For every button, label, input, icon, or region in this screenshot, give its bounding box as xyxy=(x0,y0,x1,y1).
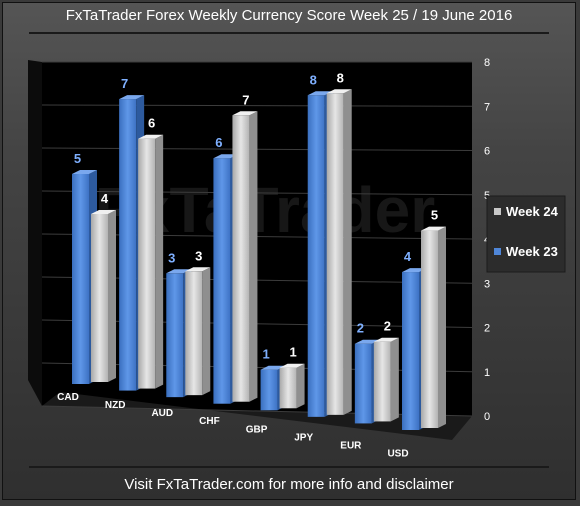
bar-week-24-jpy: 8 xyxy=(326,70,352,415)
bar-week-24-usd: 5 xyxy=(421,208,446,428)
bar-top xyxy=(232,111,258,116)
chart-left-wall xyxy=(28,60,42,406)
bar-side xyxy=(202,267,211,396)
bar-value-label: 3 xyxy=(195,248,202,263)
bar-week-24-eur: 2 xyxy=(373,319,399,422)
title-divider xyxy=(29,32,549,34)
x-tick-label: JPY xyxy=(294,432,313,443)
bar-value-label: 4 xyxy=(101,191,109,206)
bar-value-label: 1 xyxy=(262,347,269,362)
bar-top xyxy=(213,154,239,159)
bar-face xyxy=(232,115,250,402)
bar-face xyxy=(307,95,325,417)
legend: Week 24 Week 23 xyxy=(486,195,566,273)
bar-face xyxy=(279,367,297,409)
bar-value-label: 2 xyxy=(357,321,364,336)
y-tick-label: 1 xyxy=(484,367,490,379)
bar-value-label: 8 xyxy=(337,70,344,85)
bar-face xyxy=(166,273,184,398)
gridline xyxy=(41,405,473,417)
bar-face xyxy=(354,343,372,424)
y-tick-label: 8 xyxy=(484,57,490,69)
bar-value-label: 4 xyxy=(404,249,412,264)
bar-top xyxy=(326,89,352,94)
bar-face xyxy=(138,138,156,389)
bar-face xyxy=(72,174,89,384)
y-tick-label: 3 xyxy=(484,278,490,290)
bar-top xyxy=(72,170,97,174)
bar-face xyxy=(91,214,108,382)
x-axis-labels: CAD NZD AUD CHF GBP JPY EUR USD xyxy=(57,392,408,460)
gridline xyxy=(41,104,473,107)
x-tick-label: CHF xyxy=(199,416,220,427)
legend-label: Week 24 xyxy=(506,204,559,219)
bar-top xyxy=(373,337,399,342)
bar-value-label: 1 xyxy=(289,345,296,360)
bar-top xyxy=(185,267,211,272)
bar-value-label: 8 xyxy=(310,72,317,87)
bar-side xyxy=(296,363,305,409)
bar-top xyxy=(138,134,164,139)
x-tick-label: CAD xyxy=(57,392,79,403)
y-tick-label: 7 xyxy=(484,101,490,113)
bar-value-label: 7 xyxy=(121,76,128,91)
footer-divider xyxy=(29,466,549,468)
bar-side xyxy=(390,337,399,422)
bar-top xyxy=(279,363,305,368)
y-tick-label: 2 xyxy=(484,323,490,335)
bar-value-label: 5 xyxy=(431,208,438,223)
bar-side xyxy=(249,111,258,402)
x-tick-label: NZD xyxy=(105,400,126,411)
bar-face xyxy=(326,93,344,415)
bar-top xyxy=(119,95,145,100)
bar-week-24-cad: 4 xyxy=(91,191,116,382)
x-tick-label: USD xyxy=(387,449,408,460)
x-tick-label: EUR xyxy=(340,440,362,451)
bar-side xyxy=(108,210,116,382)
legend-swatch xyxy=(494,248,501,255)
y-tick-label: 6 xyxy=(484,146,490,158)
bar-value-label: 3 xyxy=(168,250,175,265)
bar-face xyxy=(119,99,137,391)
bar-face xyxy=(185,271,203,396)
bar-face xyxy=(421,230,438,428)
x-tick-label: AUD xyxy=(151,408,173,419)
bar-top xyxy=(402,268,427,273)
bar-top xyxy=(354,339,380,344)
bar-week-24-gbp: 1 xyxy=(279,345,305,409)
bar-value-label: 6 xyxy=(148,116,155,131)
bar-value-label: 5 xyxy=(74,151,81,166)
legend-label: Week 23 xyxy=(506,244,558,259)
bar-week-24-nzd: 6 xyxy=(138,116,164,389)
bar-side xyxy=(438,226,446,428)
bar-value-label: 2 xyxy=(384,319,391,334)
bar-side xyxy=(155,134,164,389)
bar-top xyxy=(260,365,286,370)
bar-week-24-chf: 7 xyxy=(232,92,258,402)
bar-value-label: 6 xyxy=(215,135,222,150)
bar-top xyxy=(307,91,333,96)
bar-side xyxy=(343,89,352,415)
bar-face xyxy=(213,158,231,404)
bar-value-label: 7 xyxy=(242,92,249,107)
y-tick-label: 0 xyxy=(484,411,490,423)
bar-top xyxy=(91,210,116,214)
legend-swatch xyxy=(494,208,501,215)
chart-floor xyxy=(42,392,472,440)
footer-link[interactable]: Visit FxTaTrader.com for more info and d… xyxy=(124,476,454,493)
bars: 5 4 7 6 3 3 6 7 1 1 8 8 2 2 4 5 xyxy=(72,70,446,430)
page-title: FxTaTrader Forex Weekly Currency Score W… xyxy=(65,7,513,24)
bar-face xyxy=(402,272,419,430)
bar-face xyxy=(373,341,391,422)
x-tick-label: GBP xyxy=(246,424,268,435)
bar-top xyxy=(166,269,192,274)
bar-top xyxy=(421,226,446,231)
bar-face xyxy=(260,369,278,411)
bar-week-24-aud: 3 xyxy=(185,248,211,396)
